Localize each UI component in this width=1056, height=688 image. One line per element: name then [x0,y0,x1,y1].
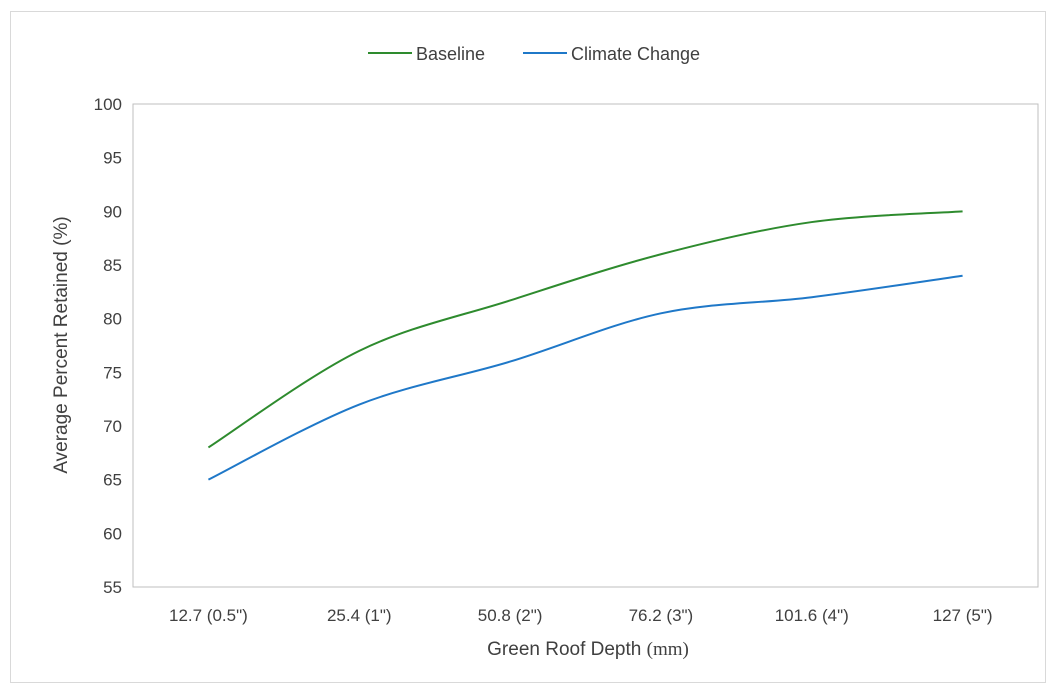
x-axis-title: Green Roof Depth (mm) [487,639,689,660]
x-tick-label: 50.8 (2") [478,606,543,625]
y-tick-label: 70 [103,417,122,436]
series-line-climate-change [207,274,963,481]
y-tick-label: 95 [103,149,122,168]
y-axis: 55 60 65 70 75 80 85 90 95 100 [94,95,122,597]
x-axis: 12.7 (0.5") 25.4 (1") 50.8 (2") 76.2 (3") 10… [169,606,993,625]
y-tick-label: 60 [103,524,122,543]
y-tick-label: 85 [103,256,122,275]
x-axis-title-text: Green Roof Depth [487,639,646,660]
x-axis-title-unit: (mm) [647,639,689,660]
x-tick-label: 25.4 (1") [327,606,392,625]
y-tick-label: 75 [103,363,122,382]
legend: Baseline Climate Change [368,44,700,64]
y-tick-label: 55 [103,578,122,597]
legend-label-baseline: Baseline [416,44,485,64]
y-tick-label: 100 [94,95,122,114]
x-tick-label: 12.7 (0.5") [169,606,248,625]
chart-frame [10,11,1046,683]
series-lines [207,210,963,481]
y-tick-label: 90 [103,202,122,221]
x-tick-label: 101.6 (4") [775,606,849,625]
y-tick-label: 65 [103,471,122,490]
series-line-baseline [207,210,963,449]
x-tick-label: 127 (5") [933,606,993,625]
y-axis-title: Average Percent Retained (%) [51,216,72,473]
legend-label-climate-change: Climate Change [571,44,700,64]
x-tick-label: 76.2 (3") [629,606,694,625]
plot-area [132,103,1039,588]
y-tick-label: 80 [103,310,122,329]
